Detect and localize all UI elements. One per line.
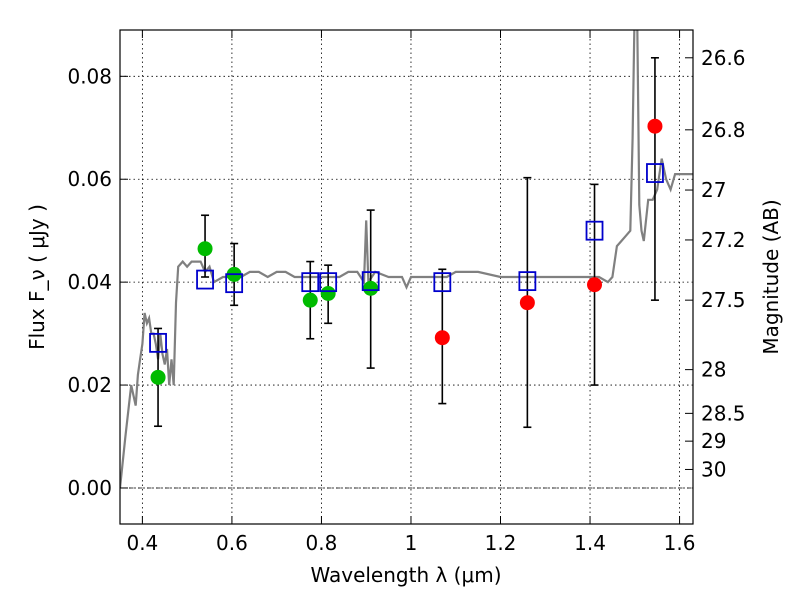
red-data-point: [519, 295, 535, 311]
x-tick-label: 0.4: [126, 531, 158, 555]
model-photometry-square: [518, 271, 537, 292]
model-photometry-square: [301, 272, 320, 293]
magnitude-tick-label: 26.8: [701, 118, 746, 142]
magnitude-tick-label: 30: [701, 457, 726, 481]
y-tick-label: 0.08: [67, 64, 112, 88]
magnitude-tick-label: 27.2: [701, 228, 746, 252]
y-axis-ticks: 0.00 0.02 0.04 0.06 0.08: [67, 64, 128, 500]
magnitude-tick-label: 27.5: [701, 288, 746, 312]
model-photometry-square: [225, 273, 244, 294]
right-axis-label: Magnitude (AB): [759, 199, 783, 354]
model-photometry-square: [433, 272, 452, 293]
green-data-point: [320, 285, 336, 301]
red-data-point: [587, 277, 603, 293]
x-tick-label: 1.2: [485, 531, 517, 555]
y-tick-label: 0.06: [67, 167, 112, 191]
model-photometry-square: [319, 272, 338, 293]
green-data-point: [302, 292, 318, 308]
magnitude-axis-ticks: 26.6 26.8 27 27.2 27.5 28 28.5 29 30: [685, 46, 746, 481]
green-data-point: [197, 241, 213, 257]
x-axis-ticks: 0.4 0.6 0.8 1 1.2 1.4 1.6: [126, 30, 695, 555]
model-photometry-square: [196, 269, 214, 290]
y-tick-label: 0.00: [67, 476, 112, 500]
x-tick-label: 0.6: [216, 531, 248, 555]
magnitude-tick-label: 29: [701, 429, 726, 453]
model-spectrum-line: [120, 30, 693, 489]
magnitude-tick-label: 28: [701, 358, 726, 382]
y-tick-label: 0.04: [67, 270, 112, 294]
x-tick-label: 1: [405, 531, 418, 555]
plot-frame: [119, 29, 694, 525]
magnitude-tick-label: 28.5: [701, 401, 746, 425]
x-tick-label: 0.8: [306, 531, 338, 555]
red-data-point: [434, 330, 450, 346]
data-points: [150, 118, 663, 385]
model-photometry-square: [646, 163, 664, 183]
y-axis-label: Flux F_ν ( μJy ): [25, 204, 49, 350]
x-axis-label: Wavelength λ (μm): [310, 563, 501, 587]
green-data-point: [150, 369, 166, 385]
red-data-point: [647, 118, 663, 134]
magnitude-tick-label: 26.6: [701, 46, 746, 70]
model-photometry-square: [585, 220, 604, 241]
x-tick-label: 1.6: [664, 531, 696, 555]
x-tick-label: 1.4: [574, 531, 606, 555]
model-squares: [149, 163, 664, 353]
green-data-point: [363, 280, 379, 296]
magnitude-tick-label: 27: [701, 178, 726, 202]
model-photometry-square: [361, 271, 380, 292]
model-photometry-square: [149, 332, 167, 353]
y-tick-label: 0.02: [67, 373, 112, 397]
